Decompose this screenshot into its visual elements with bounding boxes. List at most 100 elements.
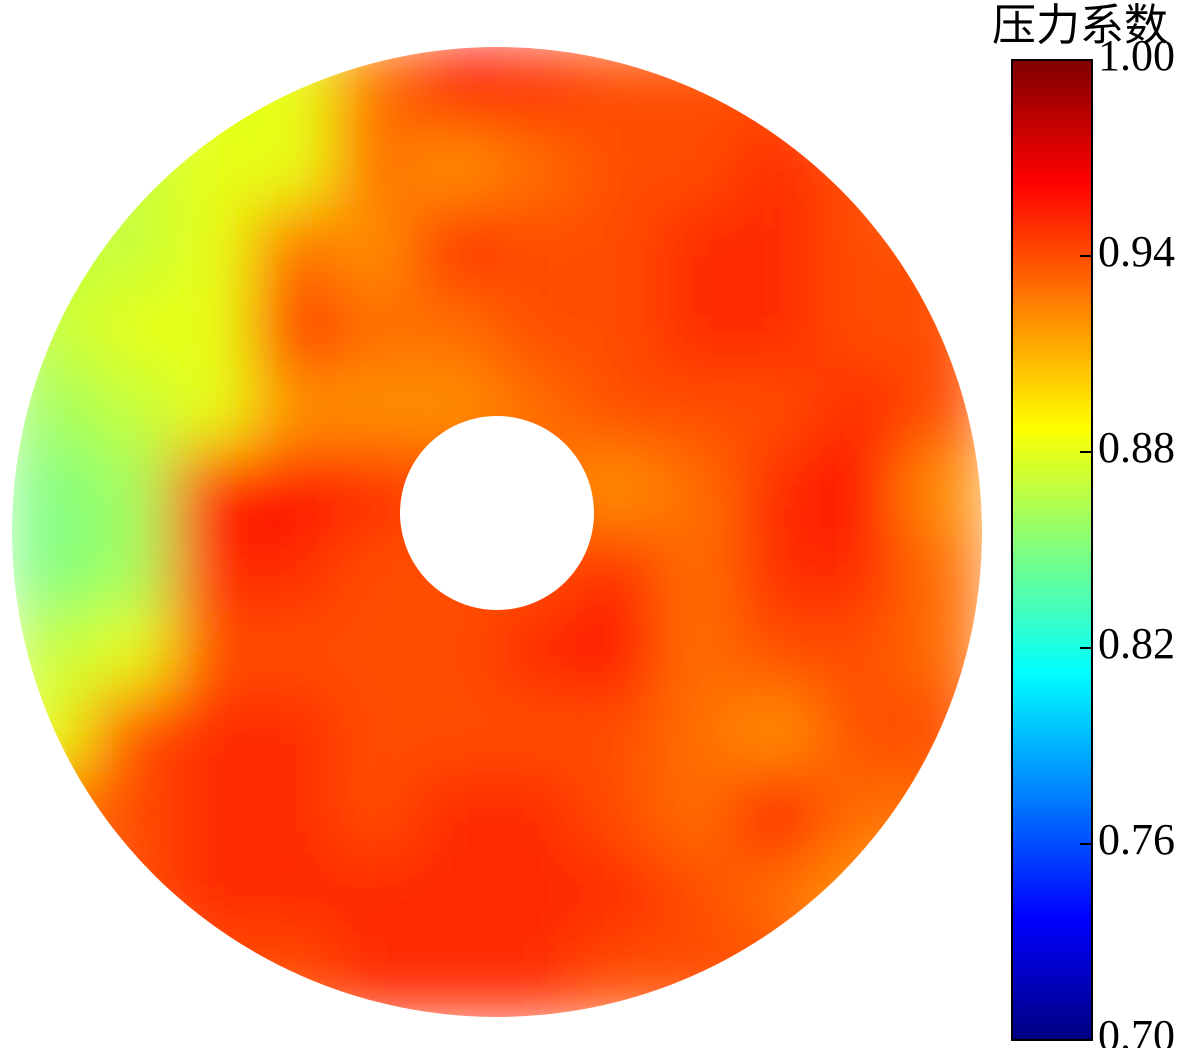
field-cell: [12, 449, 95, 534]
field-cell: [12, 691, 95, 777]
field-cell: [737, 206, 823, 292]
field-cell: [818, 610, 904, 696]
field-cell: [333, 47, 419, 130]
field-cell: [90, 206, 176, 292]
field-cell: [414, 934, 499, 1017]
field-cell: [656, 691, 742, 777]
field-cell: [252, 368, 338, 454]
field-cell: [899, 691, 982, 777]
field-cell: [252, 772, 338, 858]
field-cell: [737, 449, 823, 534]
field-cell: [656, 47, 742, 130]
field-cell: [899, 530, 982, 615]
field-cell: [495, 610, 580, 696]
field-cell: [252, 853, 338, 939]
field-cell: [818, 691, 904, 777]
field-cell: [90, 772, 176, 858]
field-cell: [575, 691, 661, 777]
field-cell: [333, 530, 419, 615]
field-cell: [171, 610, 257, 696]
field-cell: [171, 206, 257, 292]
field-cell: [333, 125, 419, 211]
field-cell: [899, 206, 982, 292]
field-cell: [656, 287, 742, 373]
field-cell: [171, 934, 257, 1017]
field-cell: [333, 368, 419, 454]
field-cell: [818, 206, 904, 292]
field-cell: [333, 206, 419, 292]
field-cell: [818, 530, 904, 615]
field-cell: [495, 206, 580, 292]
field-cell: [737, 530, 823, 615]
colorbar-tick-label: 0.70: [1098, 1011, 1175, 1048]
field-cell: [899, 449, 982, 534]
field-cell: [90, 610, 176, 696]
field-cell: [737, 610, 823, 696]
field-cell: [899, 772, 982, 858]
field-cell: [414, 853, 499, 939]
field-cell: [171, 125, 257, 211]
field-cell: [333, 934, 419, 1017]
field-cell: [495, 853, 580, 939]
colorbar-title: 压力系数: [992, 1, 1168, 50]
field-cell: [575, 530, 661, 615]
field-cell: [252, 610, 338, 696]
field-cell: [333, 610, 419, 696]
field-cell: [495, 47, 580, 130]
field-cell: [656, 206, 742, 292]
field-cell: [333, 772, 419, 858]
field-cell: [414, 206, 499, 292]
field-cell: [656, 530, 742, 615]
field-cell: [252, 47, 338, 130]
field-cell: [414, 691, 499, 777]
field-cell: [899, 610, 982, 696]
field-cell: [818, 287, 904, 373]
field-cell: [171, 47, 257, 130]
field-cell: [90, 449, 176, 534]
field-cell: [90, 691, 176, 777]
field-cell: [737, 691, 823, 777]
field-cell: [495, 934, 580, 1017]
field-cell: [495, 772, 580, 858]
field-cell: [12, 772, 95, 858]
field-cell: [737, 934, 823, 1017]
field-cell: [252, 934, 338, 1017]
colorbar-tick-label: 0.94: [1098, 227, 1175, 276]
field-cell: [90, 125, 176, 211]
field-cell: [252, 206, 338, 292]
field-cell: [333, 287, 419, 373]
field-cell: [90, 368, 176, 454]
field-cell: [818, 772, 904, 858]
field-cell: [575, 853, 661, 939]
field-cell: [90, 287, 176, 373]
field-cell: [818, 449, 904, 534]
field-cell: [575, 934, 661, 1017]
field-cell: [414, 125, 499, 211]
field-cell: [12, 610, 95, 696]
field-cell: [737, 772, 823, 858]
field-cell: [575, 287, 661, 373]
field-cell: [252, 449, 338, 534]
field-cell: [171, 530, 257, 615]
field-cell: [414, 47, 499, 130]
field-cell: [656, 125, 742, 211]
field-cell: [171, 691, 257, 777]
field-cell: [737, 125, 823, 211]
field-cell: [171, 853, 257, 939]
field-cell: [252, 530, 338, 615]
colorbar-tick-label: 1.00: [1098, 31, 1175, 80]
field-cell: [90, 853, 176, 939]
field-cell: [414, 772, 499, 858]
field-cell: [171, 287, 257, 373]
field-cell: [252, 287, 338, 373]
field-cell: [90, 530, 176, 615]
field-cell: [575, 206, 661, 292]
colorbar-tick-label: 0.76: [1098, 815, 1175, 864]
colorbar: [1011, 59, 1093, 1041]
field-cell: [899, 368, 982, 454]
center-hole: [400, 416, 594, 610]
field-cell: [656, 772, 742, 858]
colorbar-tick-label: 0.88: [1098, 423, 1175, 472]
field-cell: [656, 610, 742, 696]
